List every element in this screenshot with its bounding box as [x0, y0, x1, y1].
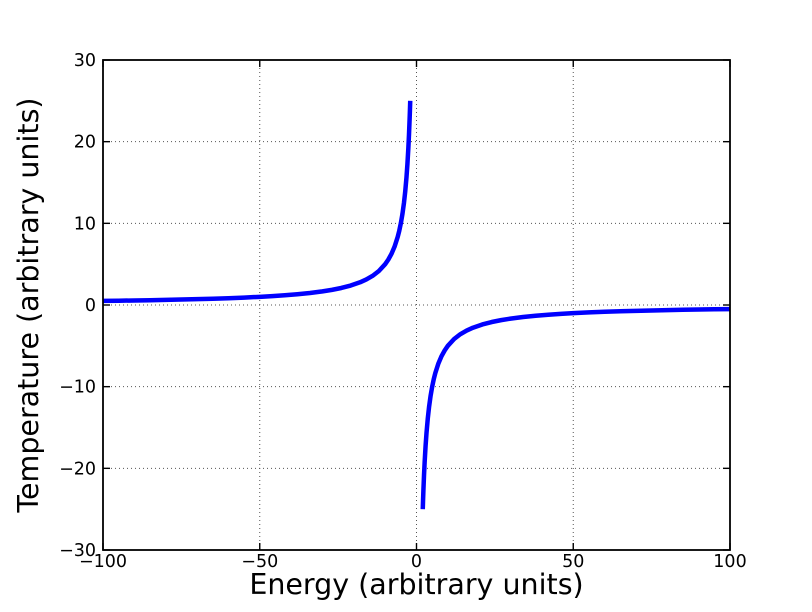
x-tick-label: 100 [713, 552, 746, 572]
y-tick-label: 20 [74, 133, 96, 153]
x-axis-label: Energy (arbitrary units) [249, 568, 583, 601]
y-tick-label: 10 [74, 214, 96, 234]
curve-left-branch [102, 100, 413, 304]
y-tick-label: −30 [59, 541, 96, 561]
y-tick-label: 30 [74, 51, 96, 71]
x-tick-label: −100 [79, 552, 127, 572]
grid-layer [102, 59, 731, 551]
x-tick-label: 50 [562, 552, 584, 572]
y-tick-label: 0 [85, 296, 96, 316]
axis-layer [102, 59, 731, 551]
y-tick-label: −20 [59, 459, 96, 479]
x-tick-label: −50 [241, 552, 278, 572]
y-tick-label: −10 [59, 378, 96, 398]
x-tick-label: 0 [411, 552, 422, 572]
curve-right-branch [420, 306, 731, 510]
y-axis-label: Temperature (arbitrary units) [12, 97, 45, 513]
curve-layer [102, 100, 731, 510]
